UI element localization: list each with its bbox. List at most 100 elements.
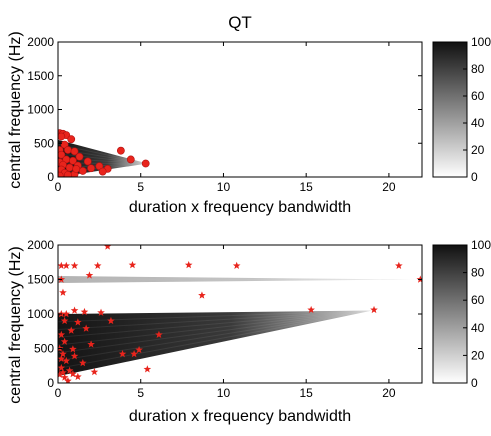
wn-wedge-streak [58,279,414,281]
data-point [60,337,69,345]
data-point [67,135,76,144]
wn-wedge-streak [58,310,373,331]
data-point [78,167,87,175]
data-point [70,306,79,314]
data-point [118,350,127,358]
data-point [97,308,105,316]
data-point [79,358,87,367]
data-point [98,167,107,176]
data-point [67,326,76,334]
sn-y-tick-label: 2000 [27,35,54,49]
sn-y-tick-label: 500 [34,136,54,150]
data-point [307,305,315,314]
wn-x-axis-label: duration x frequency bandwidth [129,408,351,425]
sn-colorbar-tick-label: 0 [471,170,478,184]
sn-colorbar [432,41,468,178]
data-point [87,340,95,348]
wn-wedge-streak [58,277,414,280]
wn-y-tick-label: 1000 [27,307,54,321]
data-point [60,316,69,325]
wn-density-wedge-1 [58,276,414,283]
data-point [68,156,77,165]
wn-colorbar-tick-label: 40 [471,321,485,335]
sn-colorbar-tick-label: 20 [471,143,485,157]
sn-y-tick-label: 1500 [27,69,54,83]
wn-density-wedge-0 [58,310,373,377]
data-point [69,345,77,353]
data-point [70,147,79,156]
sn-x-tick-label: 5 [137,180,144,194]
wn-colorbar-tick-label: 60 [471,293,485,307]
data-point [72,164,81,173]
sn-colorbar-tick-label: 60 [471,89,485,103]
sn-colorbar-tick-label: 100 [471,35,491,49]
sn-y-tick-label: 1000 [27,103,54,117]
sn-plot-content [58,129,150,177]
data-point [395,261,403,269]
wn-colorbar-tick-label: 100 [471,238,491,252]
data-point [65,366,74,374]
wn-wedge-streak [58,279,414,282]
wn-colorbar-tick-label: 20 [471,348,485,362]
data-point [107,316,115,325]
wn-x-tick-label: 15 [300,386,314,400]
wn-wedge-streak [58,310,373,346]
data-point [64,171,72,177]
sn-x-tick-label: 0 [55,180,62,194]
wn-y-tick-label: 0 [47,376,54,390]
sn-plot: 0 5 10 15 20 0 500 1000 1500 2000 0 20 40 60 80 100 [27,35,491,194]
data-point [80,307,89,316]
sn-colorbar-tick-label: 40 [471,116,485,130]
data-point [59,368,67,376]
wn-wedge-streak [58,310,373,338]
sn-x-tick-label: 15 [300,180,314,194]
data-point [85,271,94,279]
data-point [75,152,84,161]
sn-plot-background [58,42,422,177]
data-point [126,155,135,164]
wn-x-tick-label: 10 [217,386,231,400]
sn-y-tick-label: 0 [47,170,54,184]
data-point [141,159,150,168]
wn-y-tick-label: 2000 [27,238,54,252]
wn-wedge-streak [58,310,373,354]
wn-wedge-streak [58,278,414,280]
data-point [83,157,92,166]
data-point [198,291,206,299]
data-point [93,261,102,269]
data-point [58,354,66,363]
data-point [130,350,138,358]
data-point [69,370,77,378]
sn-y-axis-label: central frequency (Hz) [7,31,24,188]
data-point [58,150,66,159]
data-point [64,376,72,383]
data-point [64,146,72,154]
data-point [60,373,69,381]
data-point [74,372,82,381]
sn-x-axis-label: duration x frequency bandwidth [129,199,351,216]
wn-y-tick-label: 1500 [27,273,54,287]
data-point [58,171,64,177]
data-point [58,330,66,338]
chart-title: QT [228,13,252,32]
data-point [58,261,66,269]
data-point [232,261,241,269]
data-point [184,261,193,269]
data-point [70,352,79,360]
data-point [74,318,82,326]
wn-wedge-streak [58,310,373,369]
wn-colorbar-tick-label: 80 [471,266,485,280]
data-point [62,310,71,318]
sn-colorbar-tick-label: 80 [471,62,485,76]
wn-x-tick-label: 20 [382,386,396,400]
data-point [58,363,66,372]
wn-plot-content [58,245,422,383]
data-point [58,132,66,141]
data-point [103,245,112,250]
sn-x-tick-label: 10 [217,180,231,194]
sn-x-tick-label: 20 [382,180,396,194]
data-point [59,350,67,358]
wn-x-tick-label: 0 [55,386,62,400]
wn-x-tick-label: 5 [137,386,144,400]
